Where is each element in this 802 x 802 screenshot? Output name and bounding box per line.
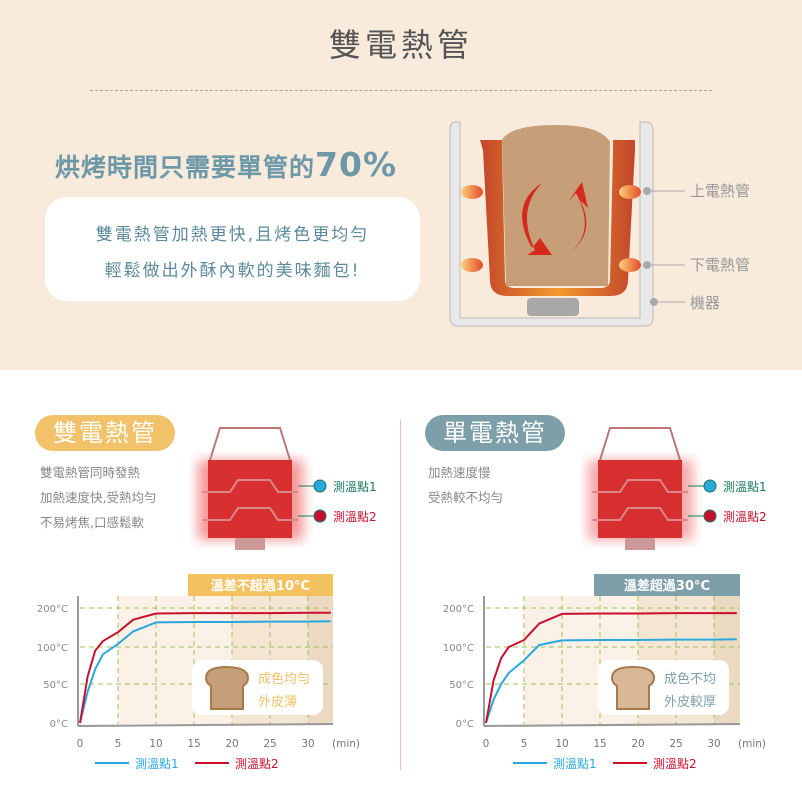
y-tick-label: 50°C	[43, 680, 68, 691]
y-tick-label: 100°C	[443, 643, 474, 654]
x-tick-label: 30	[301, 738, 314, 750]
single-heater-badge: 單電熱管	[425, 415, 565, 451]
intro-line: 輕鬆做出外酥內軟的美味麵包!	[104, 261, 361, 281]
x-tick-label: 30	[707, 738, 720, 750]
legend-label: 測溫點2	[653, 757, 697, 771]
y-tick-label: 200°C	[443, 604, 474, 615]
legend-label: 測溫點2	[235, 757, 279, 771]
chart-title-bar	[594, 574, 740, 596]
x-tick-label: 0	[483, 738, 490, 750]
probe-2-label: 測溫點2	[333, 510, 377, 524]
temperature-chart-dual: 溫差不超過10°C 0°C 50°C 100°C 200°C 0 5 10 15 20 25 30 (m…	[37, 574, 360, 771]
note-line: 成色不均	[664, 671, 716, 687]
y-tick-label: 100°C	[37, 643, 68, 654]
desc-line: 受熱較不均勻	[428, 490, 504, 505]
series-line-2	[79, 611, 331, 724]
hero-section	[0, 0, 802, 370]
x-tick-label: 15	[187, 738, 200, 750]
legend-label: 測溫點1	[135, 757, 179, 771]
upper-heater-label: 上電熱管	[690, 182, 751, 200]
bread-icon	[204, 665, 250, 710]
single-heater-description: 加熱速度慢 受熱較不均勻	[428, 460, 503, 510]
probe-1-label: 測溫點1	[333, 480, 377, 494]
series-line-2	[485, 612, 737, 724]
x-axis	[483, 723, 741, 727]
dough	[502, 125, 610, 286]
probe-2-label: 測溫點2	[723, 510, 767, 524]
x-tick-label: 0	[77, 738, 84, 750]
heat-icon	[461, 185, 641, 272]
x-axis	[77, 723, 334, 727]
x-tick-label: 20	[631, 738, 644, 750]
dual-pan-image	[198, 427, 327, 550]
y-tick-label: 0°C	[50, 719, 68, 730]
x-axis-label: (min)	[738, 738, 766, 750]
y-tick-label: 200°C	[37, 604, 68, 615]
lower-heater-label: 下電熱管	[690, 256, 751, 274]
headline-text: 烘烤時間只需要單管的	[55, 153, 316, 182]
chart-title: 溫差不超過10°C	[211, 578, 310, 594]
dashed-divider	[90, 90, 712, 91]
x-axis-label: (min)	[332, 738, 360, 750]
note-line: 成色均勻	[258, 671, 310, 687]
headline-value: 70%	[315, 145, 398, 184]
y-tick-label: 0°C	[456, 719, 474, 730]
series-line-1	[79, 620, 331, 724]
x-tick-label: 25	[669, 738, 682, 750]
desc-line: 加熱速度快,受熱均勻	[40, 490, 157, 505]
machine-body	[449, 121, 654, 327]
pan-base	[527, 298, 579, 316]
single-pan-image	[588, 427, 717, 550]
machine-label: 機器	[690, 294, 721, 312]
x-tick-label: 25	[263, 738, 276, 750]
x-tick-label: 20	[225, 738, 238, 750]
intro-box: 雙電熱管加熱更快,且烤色更均勻 輕鬆做出外酥內軟的美味麵包!	[45, 197, 420, 301]
note-line: 外皮較厚	[664, 695, 716, 710]
heater-diagram	[449, 121, 685, 327]
dual-heater-badge: 雙電熱管	[35, 415, 175, 451]
desc-line: 不易烤焦,口感鬆軟	[40, 515, 144, 530]
dual-heater-description: 雙電熱管同時發熱 加熱速度快,受熱均勻 不易烤焦,口感鬆軟	[40, 460, 156, 535]
legend-label: 測溫點1	[553, 757, 597, 771]
x-tick-label: 15	[593, 738, 606, 750]
desc-line: 加熱速度慢	[428, 465, 491, 480]
x-tick-label: 10	[149, 738, 162, 750]
chart-title: 溫差超過30°C	[624, 578, 710, 594]
intro-line: 雙電熱管加熱更快,且烤色更均勻	[95, 225, 370, 245]
y-tick-label: 50°C	[449, 680, 474, 691]
rotate-arrow-icon	[522, 183, 552, 255]
chart-title-bar	[188, 574, 333, 596]
bread-icon	[610, 665, 656, 710]
desc-line: 雙電熱管同時發熱	[40, 465, 141, 480]
note-line: 外皮薄	[258, 695, 297, 710]
x-tick-label: 5	[115, 738, 122, 750]
x-tick-label: 10	[555, 738, 568, 750]
column-divider	[400, 420, 401, 770]
probe-1-label: 測溫點1	[723, 480, 767, 494]
bread-pan	[480, 140, 635, 296]
headline: 烘烤時間只需要單管的70%	[55, 145, 397, 184]
temperature-chart-single: 溫差超過30°C 0°C 50°C 100°C 200°C 0 5 10 15 20 25 30 (mi…	[443, 574, 766, 771]
rotate-arrow-icon	[565, 182, 588, 256]
series-line-1	[485, 638, 737, 724]
page-title: 雙電熱管	[328, 26, 473, 64]
x-tick-label: 5	[521, 738, 528, 750]
